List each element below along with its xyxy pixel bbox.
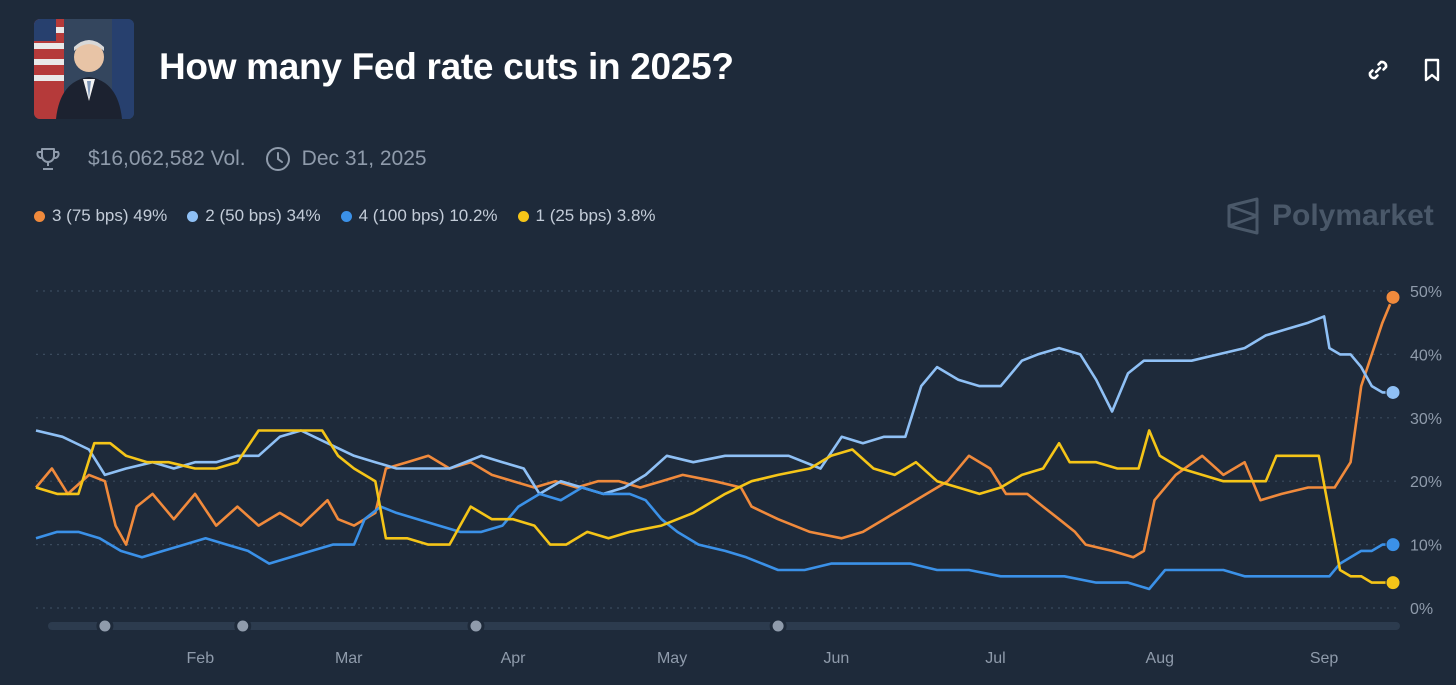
x-tick-label: Apr	[501, 650, 527, 667]
legend-dot	[340, 210, 352, 222]
volume-text: $16,062,582 Vol.	[88, 147, 246, 170]
range-slider-marker[interactable]	[467, 617, 485, 635]
market-meta: $16,062,582 Vol. Dec 31, 2025	[34, 143, 427, 175]
x-tick-label: Feb	[187, 650, 215, 667]
legend-dot	[517, 210, 529, 222]
polymarket-watermark: Polymarket	[1226, 197, 1434, 235]
legend-item-50bps[interactable]: 2 (50 bps) 34%	[187, 206, 321, 226]
series-line-1	[35, 315, 1393, 496]
series-end-dot-2	[1385, 537, 1401, 553]
trophy-icon	[36, 148, 60, 170]
polymarket-logo-icon	[1227, 197, 1259, 235]
y-tick-label: 10%	[1410, 538, 1442, 555]
y-tick-label: 30%	[1410, 411, 1442, 428]
legend-label: 3 (75 bps) 49%	[52, 206, 168, 225]
y-tick-label: 50%	[1410, 284, 1442, 301]
x-tick-label: Sep	[1310, 650, 1339, 667]
x-tick-label: Jun	[824, 650, 850, 667]
legend-dot	[187, 210, 199, 222]
range-slider-marker[interactable]	[769, 617, 787, 635]
y-tick-label: 20%	[1410, 474, 1442, 491]
series-line-2	[35, 486, 1393, 591]
range-slider-marker[interactable]	[96, 617, 114, 635]
legend-item-25bps[interactable]: 1 (25 bps) 3.8%	[517, 206, 656, 226]
market-avatar	[34, 19, 134, 119]
series-end-dot-3	[1385, 575, 1401, 591]
chart-legend: 3 (75 bps) 49% 2 (50 bps) 34% 4 (100 bps…	[34, 206, 676, 226]
y-tick-label: 0%	[1410, 601, 1433, 618]
end-date-text: Dec 31, 2025	[301, 147, 427, 170]
y-tick-label: 40%	[1410, 347, 1442, 364]
brand-name: Polymarket	[1272, 199, 1434, 232]
legend-item-100bps[interactable]: 4 (100 bps) 10.2%	[340, 206, 498, 226]
range-slider-track[interactable]	[48, 622, 1400, 630]
x-tick-label: Jul	[985, 650, 1005, 667]
x-tick-label: Aug	[1146, 650, 1174, 667]
series-end-dot-0	[1385, 289, 1401, 305]
x-tick-label: May	[657, 650, 687, 667]
legend-label: 4 (100 bps) 10.2%	[358, 206, 498, 225]
clock-icon	[265, 147, 290, 171]
x-tick-label: Mar	[335, 650, 363, 667]
portrait-image	[34, 19, 134, 119]
series-line-3	[35, 429, 1393, 584]
range-slider-marker[interactable]	[234, 617, 252, 635]
series-line-0	[35, 296, 1395, 559]
bookmark-icon[interactable]	[1418, 56, 1446, 84]
series-end-dot-1	[1385, 384, 1401, 400]
legend-label: 1 (25 bps) 3.8%	[535, 206, 656, 225]
link-icon[interactable]	[1364, 56, 1392, 84]
legend-item-75bps[interactable]: 3 (75 bps) 49%	[34, 206, 167, 226]
page-title: How many Fed rate cuts in 2025?	[159, 46, 734, 87]
legend-dot	[34, 210, 45, 222]
legend-label: 2 (50 bps) 34%	[205, 206, 321, 225]
